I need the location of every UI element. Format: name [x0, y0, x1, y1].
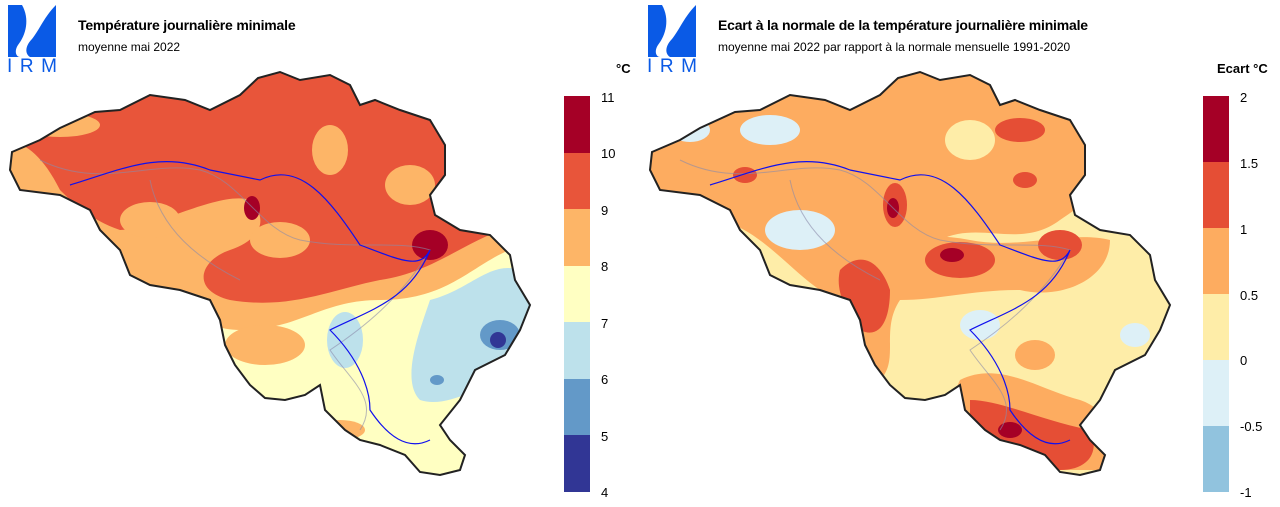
panel-tmin: IRM Température journalière minimale moy…: [7, 5, 631, 500]
legend-swatch: [564, 209, 590, 266]
legend-swatch: [1203, 228, 1229, 294]
legend-swatch: [564, 265, 590, 322]
legend-swatch: [564, 378, 590, 435]
legend-label: 6: [601, 372, 609, 387]
svg-text:IRM: IRM: [7, 56, 57, 73]
legend-label: -0.5: [1240, 419, 1263, 434]
panel-anomaly: IRM Ecart à la normale de la température…: [640, 0, 1280, 507]
svg-text:IRM: IRM: [647, 56, 697, 73]
legend-label: 7: [601, 316, 609, 331]
legend-label: 1: [1240, 222, 1248, 237]
legend-label: 0.5: [1240, 288, 1259, 303]
irm-logo: IRM: [647, 5, 697, 73]
legend-label: 4: [601, 485, 609, 500]
legend-swatch: [1203, 426, 1229, 492]
map-subtitle: moyenne mai 2022 par rapport à la normal…: [718, 40, 1071, 54]
legend-label: 8: [601, 259, 609, 274]
legend-swatch: [564, 435, 590, 492]
belgium-tmin-map: [9, 71, 531, 476]
legend-label: 9: [601, 203, 609, 218]
color-legend: [1203, 96, 1229, 492]
legend-label: -1: [1240, 485, 1252, 500]
legend-label: 2: [1240, 90, 1248, 105]
legend-label: 5: [601, 429, 609, 444]
legend-swatch: [1203, 96, 1229, 162]
belgium-anomaly-map: [649, 71, 1171, 476]
irm-logo: IRM: [7, 5, 57, 73]
color-legend: [564, 96, 590, 492]
legend-swatch: [564, 152, 590, 209]
legend-swatch: [1203, 360, 1229, 426]
legend-swatch: [1203, 162, 1229, 228]
legend-unit: °C: [616, 61, 631, 76]
map-subtitle: moyenne mai 2022: [78, 40, 181, 54]
legend-label: 0: [1240, 353, 1248, 368]
legend-swatch: [564, 96, 590, 153]
legend-swatch: [564, 322, 590, 379]
map-title: Température journalière minimale: [78, 17, 296, 33]
legend-label: 10: [601, 146, 616, 161]
legend-swatch: [1203, 294, 1229, 360]
legend-unit: Ecart °C: [1217, 61, 1268, 76]
legend-label: 11: [601, 90, 615, 105]
map-title: Ecart à la normale de la température jou…: [718, 17, 1088, 33]
legend-label: 1.5: [1240, 156, 1259, 171]
